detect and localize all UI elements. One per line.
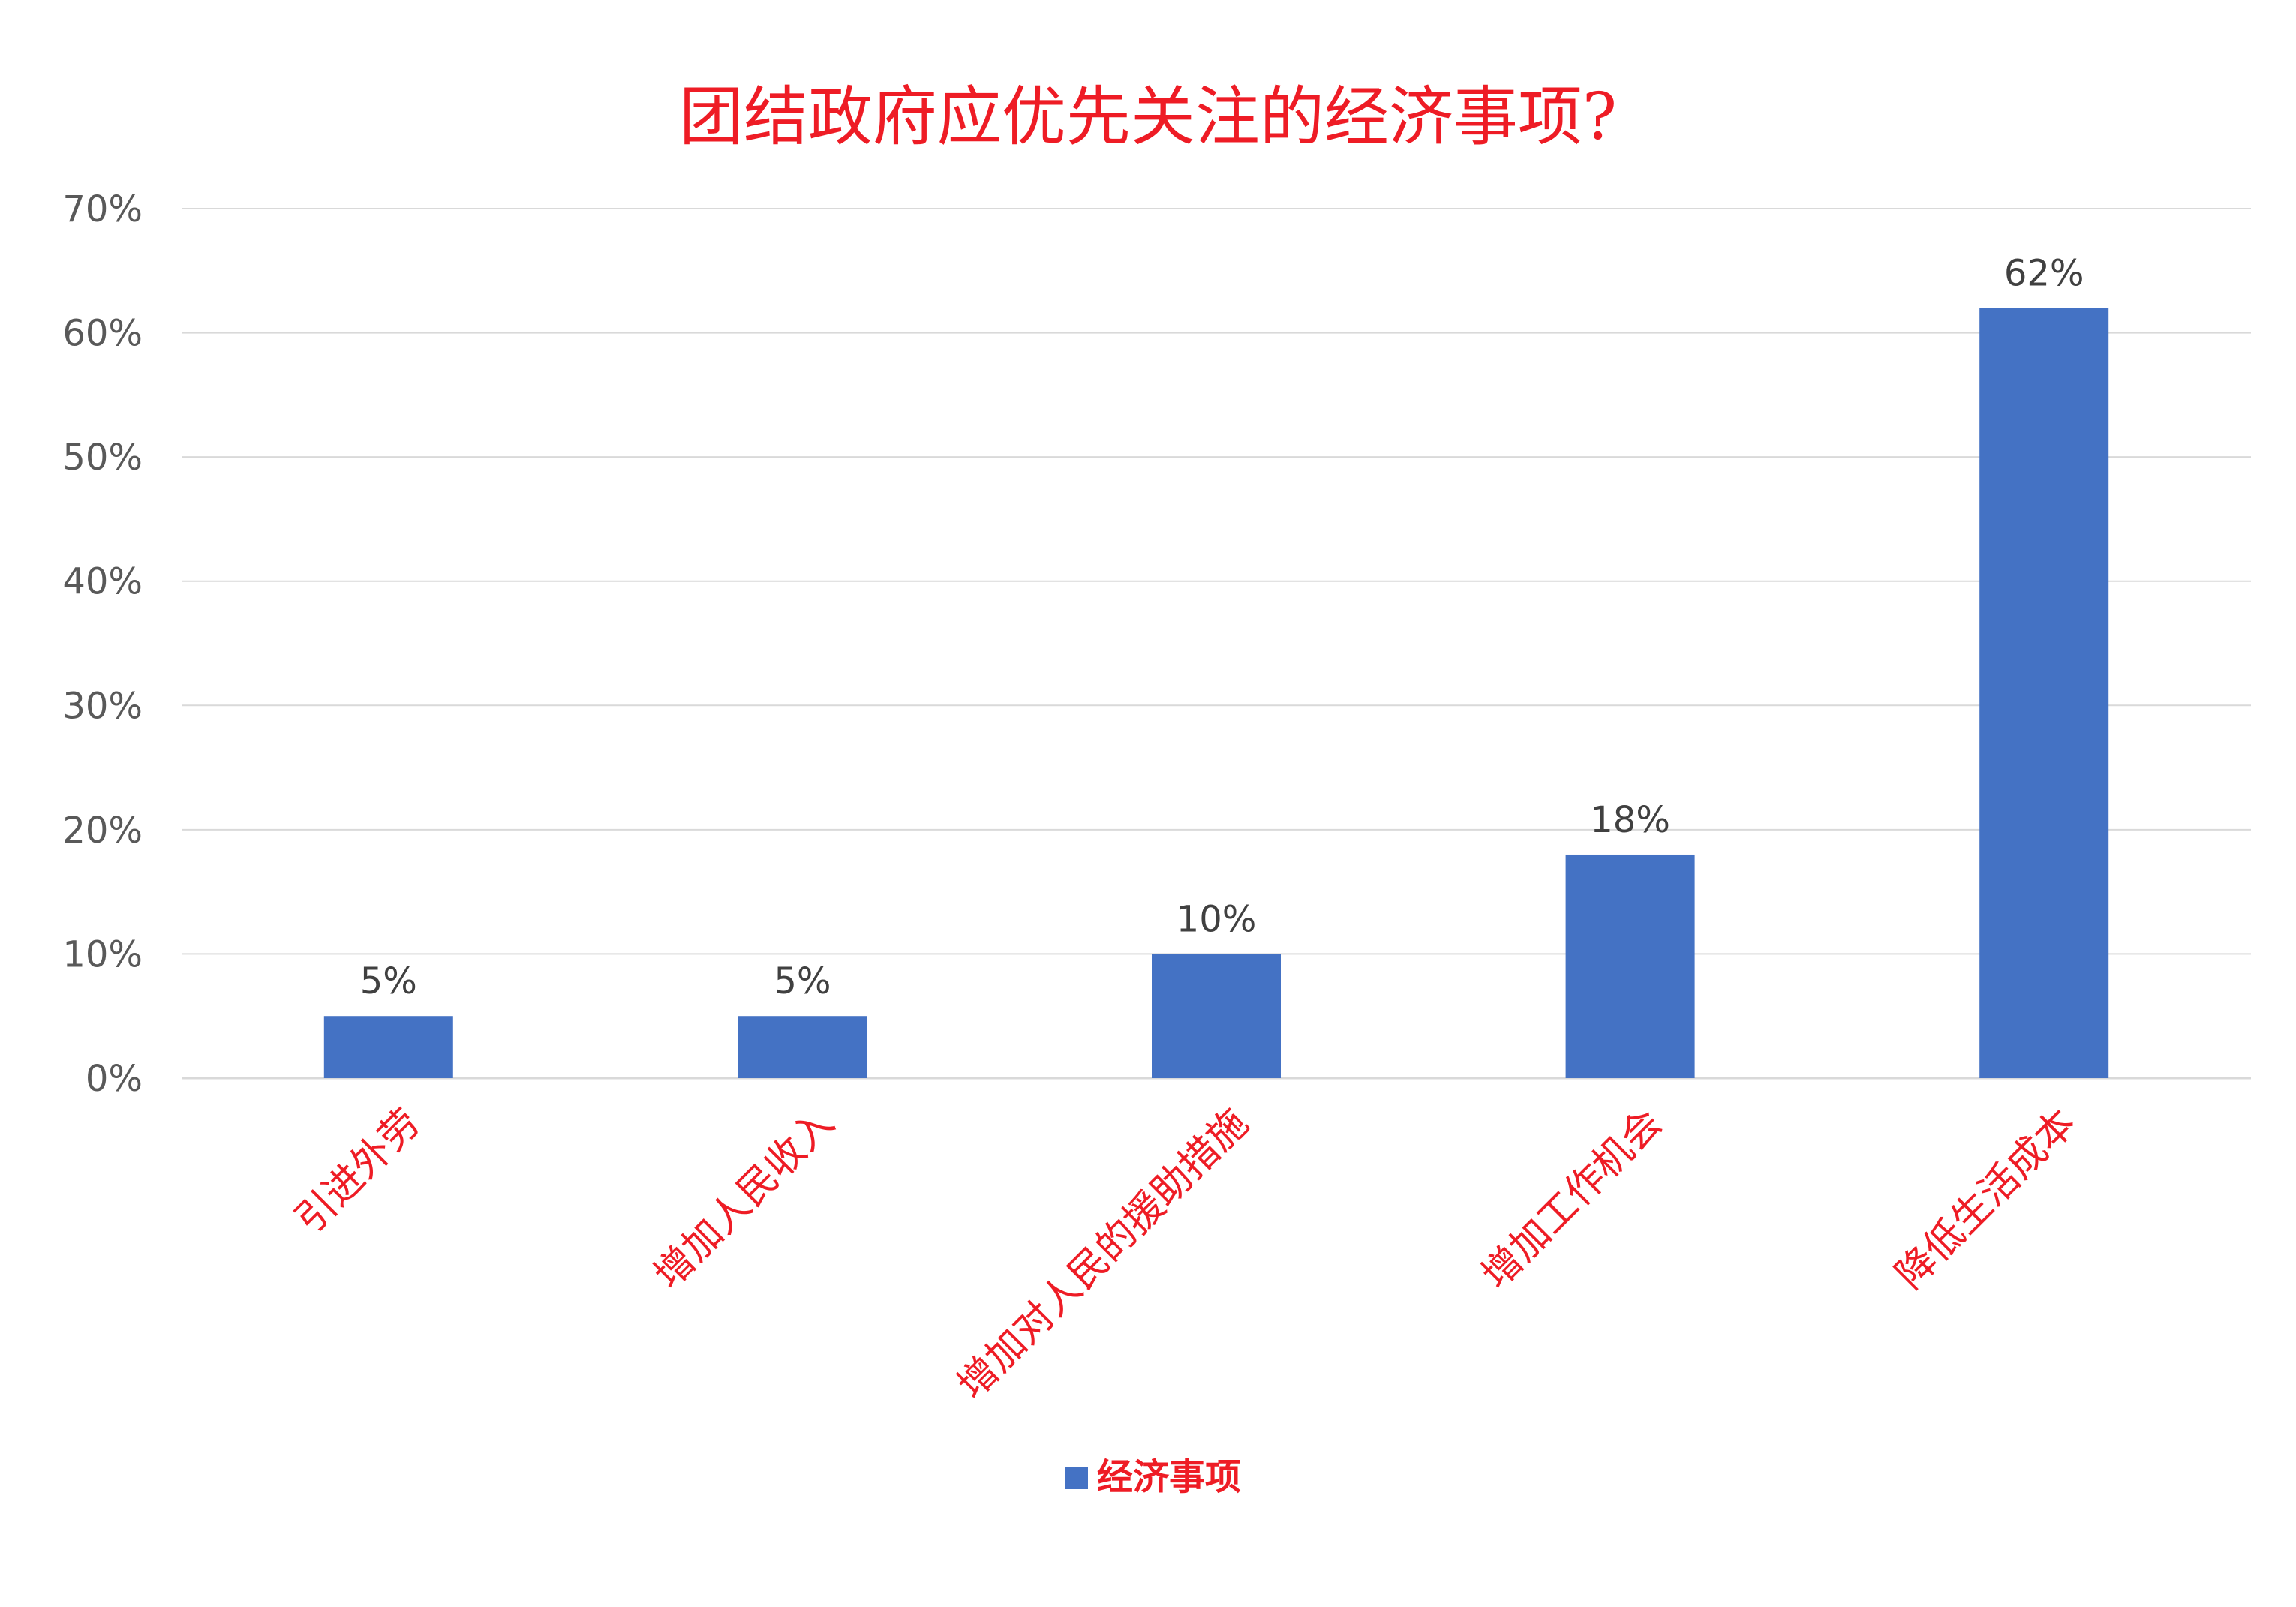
x-category-label: 增加工作机会 <box>1474 1101 1671 1298</box>
y-tick-label: 20% <box>62 810 143 852</box>
y-tick-label: 30% <box>62 685 143 727</box>
bar[interactable] <box>1152 954 1281 1078</box>
x-category-label: 引进外劳 <box>287 1101 429 1243</box>
bar[interactable] <box>738 1016 867 1078</box>
x-category-label: 增加对人民的援助措施 <box>949 1101 1257 1408</box>
x-axis-labels: 引进外劳 增加人民收入 增加对人民的援助措施 增加工作机会 降低生活成本 <box>287 1101 2084 1408</box>
legend-label: 经济事项 <box>1097 1456 1241 1498</box>
legend-swatch <box>1065 1467 1088 1489</box>
gridlines <box>182 208 2251 1080</box>
y-tick-label: 50% <box>62 437 143 479</box>
y-tick-label: 0% <box>86 1058 143 1100</box>
bar[interactable] <box>1979 308 2109 1078</box>
data-label: 62% <box>2004 252 2084 294</box>
legend[interactable]: 经济事项 <box>1065 1456 1241 1498</box>
y-axis-ticks: 0% 10% 20% 30% 40% 50% 60% 70% <box>62 188 143 1100</box>
bar[interactable] <box>323 1016 453 1078</box>
y-tick-label: 40% <box>62 561 143 603</box>
data-label: 5% <box>360 960 417 1002</box>
data-label: 10% <box>1177 898 1257 940</box>
data-label: 18% <box>1590 799 1670 841</box>
y-tick-label: 60% <box>62 313 143 355</box>
chart-title: 团结政府应优先关注的经济事项? <box>679 80 1617 155</box>
data-labels: 5% 5% 10% 18% 62% <box>360 252 2084 1002</box>
data-label: 5% <box>774 960 831 1002</box>
y-tick-label: 70% <box>62 188 143 230</box>
bar[interactable] <box>1565 854 1695 1078</box>
y-tick-label: 10% <box>62 933 143 975</box>
x-category-label: 降低生活成本 <box>1887 1101 2084 1298</box>
x-category-label: 增加人民收入 <box>646 1101 843 1298</box>
bars <box>323 308 2109 1078</box>
